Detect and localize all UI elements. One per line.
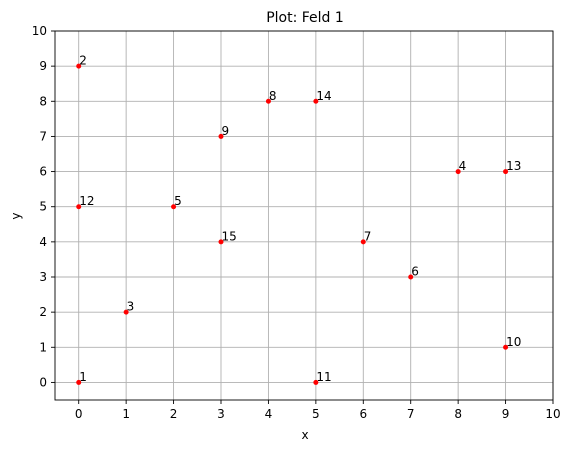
data-point-label: 12 [79,194,94,208]
plot-area-frame [54,30,554,401]
data-point-label: 7 [364,229,372,243]
data-point-label: 13 [506,159,521,173]
y-tick-label: 5 [39,200,47,214]
y-tick-label: 10 [32,24,47,38]
x-tick-label: 2 [170,407,178,421]
data-point-label: 2 [79,54,87,68]
data-point [171,204,177,210]
x-tick-label: 6 [359,407,367,421]
data-point-label: 10 [506,335,521,349]
data-point-label: 14 [316,89,331,103]
data-point-label: 11 [316,370,331,384]
y-axis-label: y [9,212,23,219]
data-point [76,379,82,385]
data-point [76,63,82,69]
data-point [218,133,224,139]
data-point [360,239,366,245]
data-point-label: 8 [269,89,277,103]
data-point-label: 15 [222,229,237,243]
data-point [313,379,319,385]
x-tick-label: 3 [217,407,225,421]
y-tick-label: 6 [39,165,47,179]
data-point-label: 1 [79,370,87,384]
data-point [455,169,461,175]
x-tick-label: 8 [454,407,462,421]
data-point-label: 9 [222,124,230,138]
y-tick-label: 8 [39,94,47,108]
data-point [408,274,414,280]
data-point [265,98,271,104]
y-tick-label: 3 [39,270,47,284]
y-tick-label: 7 [39,129,47,143]
x-tick-label: 4 [265,407,273,421]
x-tick-label: 5 [312,407,320,421]
x-tick-label: 0 [75,407,83,421]
data-point-label: 3 [127,300,135,314]
data-point [76,204,82,210]
data-point [503,169,509,175]
data-point-label: 4 [459,159,467,173]
y-tick-label: 0 [39,375,47,389]
data-point [503,344,509,350]
data-point [123,309,129,315]
data-point [218,239,224,245]
data-point [313,98,319,104]
x-tick-label: 1 [122,407,130,421]
x-tick-label: 10 [545,407,560,421]
data-point-label: 5 [174,194,182,208]
data-point-label: 6 [411,265,419,279]
x-tick-label: 9 [502,407,510,421]
y-tick-label: 1 [39,340,47,354]
y-tick-label: 9 [39,59,47,73]
x-tick-label: 7 [407,407,415,421]
chart-title: Plot: Feld 1 [266,10,344,26]
x-axis-label: x [301,428,308,442]
y-tick-label: 2 [39,305,47,319]
y-tick-label: 4 [39,235,47,249]
